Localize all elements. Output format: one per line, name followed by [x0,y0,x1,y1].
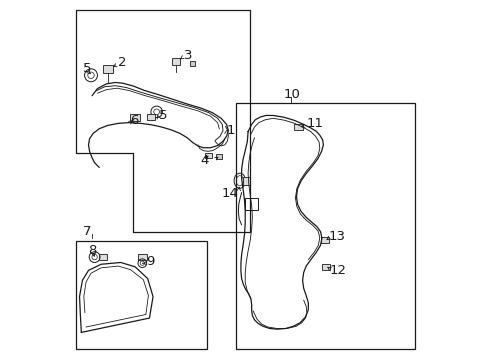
Bar [321,237,328,243]
Text: 5: 5 [159,109,167,122]
Text: 14: 14 [222,187,238,200]
Bar [130,114,140,121]
Text: 6: 6 [130,114,139,127]
Text: 9: 9 [145,255,154,268]
Text: 11: 11 [305,117,323,130]
Bar [103,65,113,73]
Text: 8: 8 [88,244,96,257]
Text: 13: 13 [328,230,345,243]
Bar [215,154,221,159]
Bar [172,58,180,65]
Bar [293,124,302,130]
Bar [244,198,257,211]
Text: 1: 1 [226,124,235,137]
Text: 2: 2 [118,56,126,69]
Bar [204,153,212,158]
Text: 3: 3 [183,49,192,62]
Text: 4: 4 [201,154,209,167]
Text: 7: 7 [83,225,91,238]
Bar [76,241,206,348]
Text: 12: 12 [329,264,346,277]
Text: 10: 10 [284,88,300,101]
Bar [99,254,107,260]
Bar [189,60,195,66]
Text: 5: 5 [83,62,91,75]
Bar [243,177,250,185]
Bar [235,103,414,348]
Bar [322,264,329,270]
Bar [138,254,146,260]
Bar [147,114,155,120]
